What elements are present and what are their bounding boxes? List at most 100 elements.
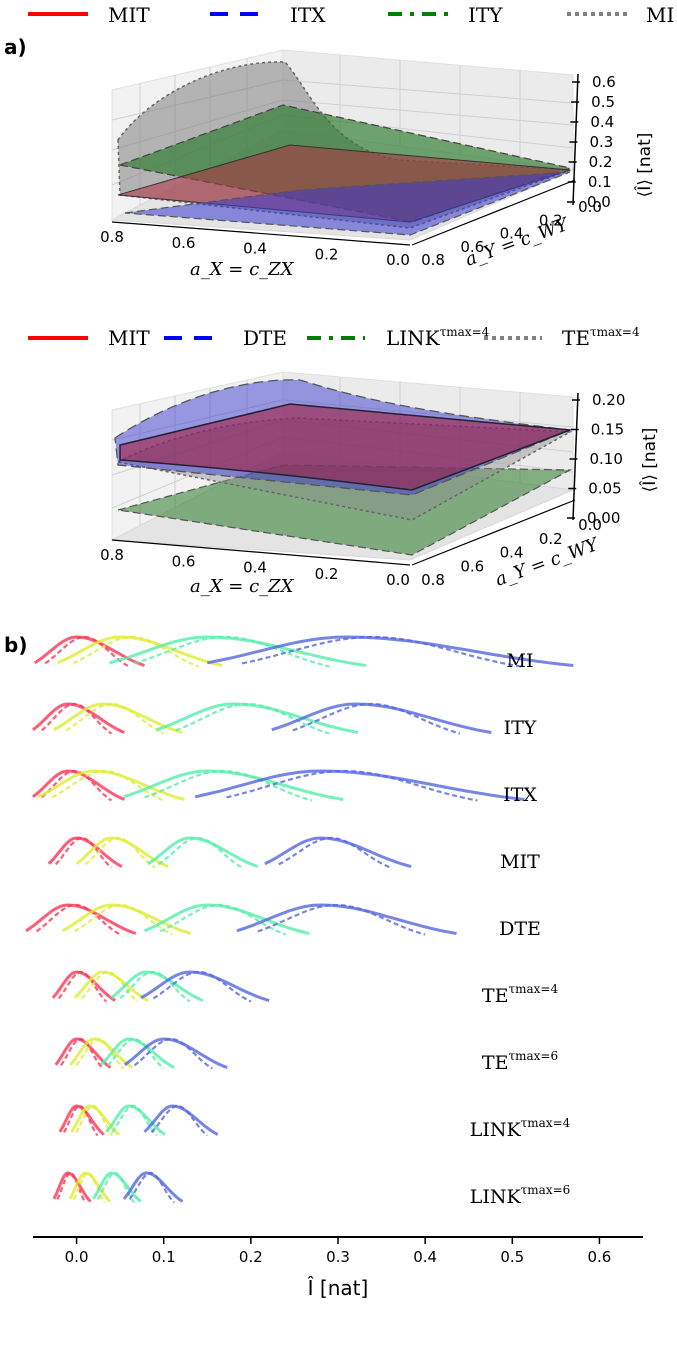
- ridge-row-label-text: LINK: [470, 1186, 522, 1208]
- z-tick-label: 0.5: [591, 93, 615, 111]
- ridge-row-label-sup: τmax=6: [508, 1049, 558, 1063]
- y-axis-2: [411, 499, 576, 566]
- ridge-curve: [140, 970, 270, 1002]
- x-ticks: 0.8 0.6 0.4 0.2 0.0: [100, 228, 410, 269]
- top-legend: MIT ITX ITY MI: [28, 3, 674, 27]
- x-tick-label-2: 0.0: [386, 571, 410, 589]
- b-x-tick-label: 0.5: [500, 1248, 524, 1266]
- b-x-tick-label: 0.0: [65, 1248, 89, 1266]
- y-tick-label-2: 0.0: [578, 516, 602, 534]
- ridge-curve: [33, 635, 145, 667]
- b-x-tick-label: 0.2: [239, 1248, 263, 1266]
- b-x-axis-label: Î [nat]: [307, 1276, 369, 1300]
- x-axis-label: a_X = c_ZX: [190, 259, 295, 280]
- ridge-row-label: ITX: [503, 784, 537, 806]
- z-ticks: 0.0 0.1 0.2 0.3 0.4 0.5 0.6: [567, 73, 616, 211]
- y-tick-label: 0.0: [578, 198, 602, 216]
- ridge-curve: [194, 769, 525, 801]
- x-axis-label-2: a_X = c_ZX: [190, 576, 295, 597]
- b-x-tick-label: 0.3: [326, 1248, 350, 1266]
- surface-plot-1: 0.00.10.20.30.40.50.6 ⟨Î⟩ [nat] 0.8 0.6 0.…: [100, 49, 655, 280]
- x-tick-label: 0.0: [386, 251, 410, 269]
- legend2-te-label: TEτmax=4: [562, 325, 640, 350]
- y-tick-label: 0.4: [500, 225, 524, 243]
- y-tick-label-2: 0.8: [421, 571, 445, 589]
- legend2-te-sup: τmax=4: [590, 325, 640, 339]
- ridge-curve: [32, 702, 126, 734]
- z-axis-2: [572, 392, 579, 521]
- ridge-row-label-sup: τmax=4: [508, 982, 558, 996]
- ridge-row-label: DTE: [499, 918, 541, 940]
- legend-itx-label: ITX: [290, 3, 326, 27]
- ridge-curve: [25, 903, 137, 935]
- z-tick-label: 0.3: [590, 133, 614, 151]
- legend-mi-label: MI: [646, 3, 674, 27]
- ridge-curve: [110, 970, 204, 1002]
- x-tick-label-2: 0.4: [243, 559, 267, 577]
- surface-itx: [124, 171, 571, 236]
- ridge-curve: [75, 836, 169, 868]
- ridge-curve-dashed: [75, 1037, 125, 1070]
- z-tick-label: 0.10: [590, 450, 623, 468]
- ridge-row-label-text: TE: [482, 1052, 509, 1074]
- ridge-curve: [51, 970, 116, 1002]
- ridge-curve: [143, 1104, 219, 1136]
- b-x-ticks: 0.0 0.1 0.2 0.3 0.4 0.5 0.6: [65, 1237, 611, 1266]
- z-axis-label: ⟨Î⟩ [nat]: [633, 133, 655, 198]
- ridge-curve-dashed: [56, 1171, 87, 1204]
- ridge-curve: [123, 769, 344, 801]
- ridge-curve-dashed: [60, 1037, 104, 1070]
- x-ticks-2: 0.8 0.6 0.4 0.2 0.0: [100, 546, 410, 589]
- ridge-row-label-sup: τmax=4: [521, 1116, 571, 1130]
- ridge-curve-dashed: [128, 1171, 175, 1204]
- ridge-curve: [143, 903, 310, 935]
- x-axis: [111, 221, 411, 246]
- ridge-curve-dashed: [257, 903, 426, 936]
- ridge-curve-dashed: [150, 1104, 209, 1137]
- ridge-curve-dashed: [75, 1104, 114, 1137]
- x-tick-label: 0.2: [315, 245, 339, 263]
- legend2-link-text: LINK: [386, 326, 441, 350]
- ridge-row-label: MIT: [500, 851, 540, 873]
- ridge-curve-dashed: [57, 970, 107, 1003]
- ridge-curve-dashed: [144, 769, 313, 802]
- z-axis: [572, 73, 579, 206]
- x-axis-2: [111, 539, 411, 566]
- ridge-curve: [123, 1037, 228, 1069]
- ridge-row: LINKτmax=4: [58, 1104, 571, 1141]
- y-tick-label-2: 0.4: [500, 544, 524, 562]
- legend2-link-sup: τmax=4: [440, 325, 490, 339]
- y-tick-label: 0.6: [460, 238, 484, 256]
- panel-b-label: b): [4, 633, 27, 657]
- surface-mit-2: [119, 403, 571, 491]
- b-x-tick-label: 0.1: [152, 1248, 176, 1266]
- z-tick-label: 0.6: [592, 73, 616, 91]
- ridge-curve-dashed: [72, 1171, 106, 1204]
- ridge-curve: [122, 1171, 184, 1203]
- b-x-tick-label: 0.4: [413, 1248, 437, 1266]
- surface-plot-2: 0.00 0.05 0.10 0.15 0.20 ⟨Î⟩ [nat] 0.8 0.6 0.4…: [100, 371, 660, 597]
- x-tick-label-2: 0.2: [315, 565, 339, 583]
- ridge-row-label: ITY: [504, 717, 537, 739]
- ridge-curve: [109, 635, 367, 667]
- surface-link: [117, 464, 573, 556]
- ridge-curve-dashed: [119, 970, 191, 1003]
- ridge-curve: [47, 836, 123, 868]
- panel-a-label: a): [4, 35, 27, 59]
- ridge-curve-dashed: [278, 836, 391, 869]
- z-ticks-2: 0.00 0.05 0.10 0.15 0.20: [567, 391, 625, 527]
- y-tick-label-2: 0.6: [460, 557, 484, 575]
- ridge-curve: [54, 1037, 112, 1069]
- ridge-row: LINKτmax=6: [52, 1171, 570, 1208]
- y-tick-label: 0.8: [421, 251, 445, 269]
- ridge-row: ITY: [32, 702, 537, 739]
- z-tick-label: 0.15: [591, 421, 624, 439]
- ridge-row: TEτmax=6: [54, 1037, 558, 1074]
- ridge-row: TEτmax=4: [51, 970, 558, 1007]
- ridge-row-label: LINKτmax=4: [470, 1116, 571, 1141]
- ridge-curve-dashed: [41, 702, 113, 735]
- ridge-curve: [53, 702, 183, 734]
- x-tick-label-2: 0.6: [172, 552, 196, 570]
- y-ticks-2: 0.8 0.6 0.4 0.2 0.0: [421, 516, 602, 589]
